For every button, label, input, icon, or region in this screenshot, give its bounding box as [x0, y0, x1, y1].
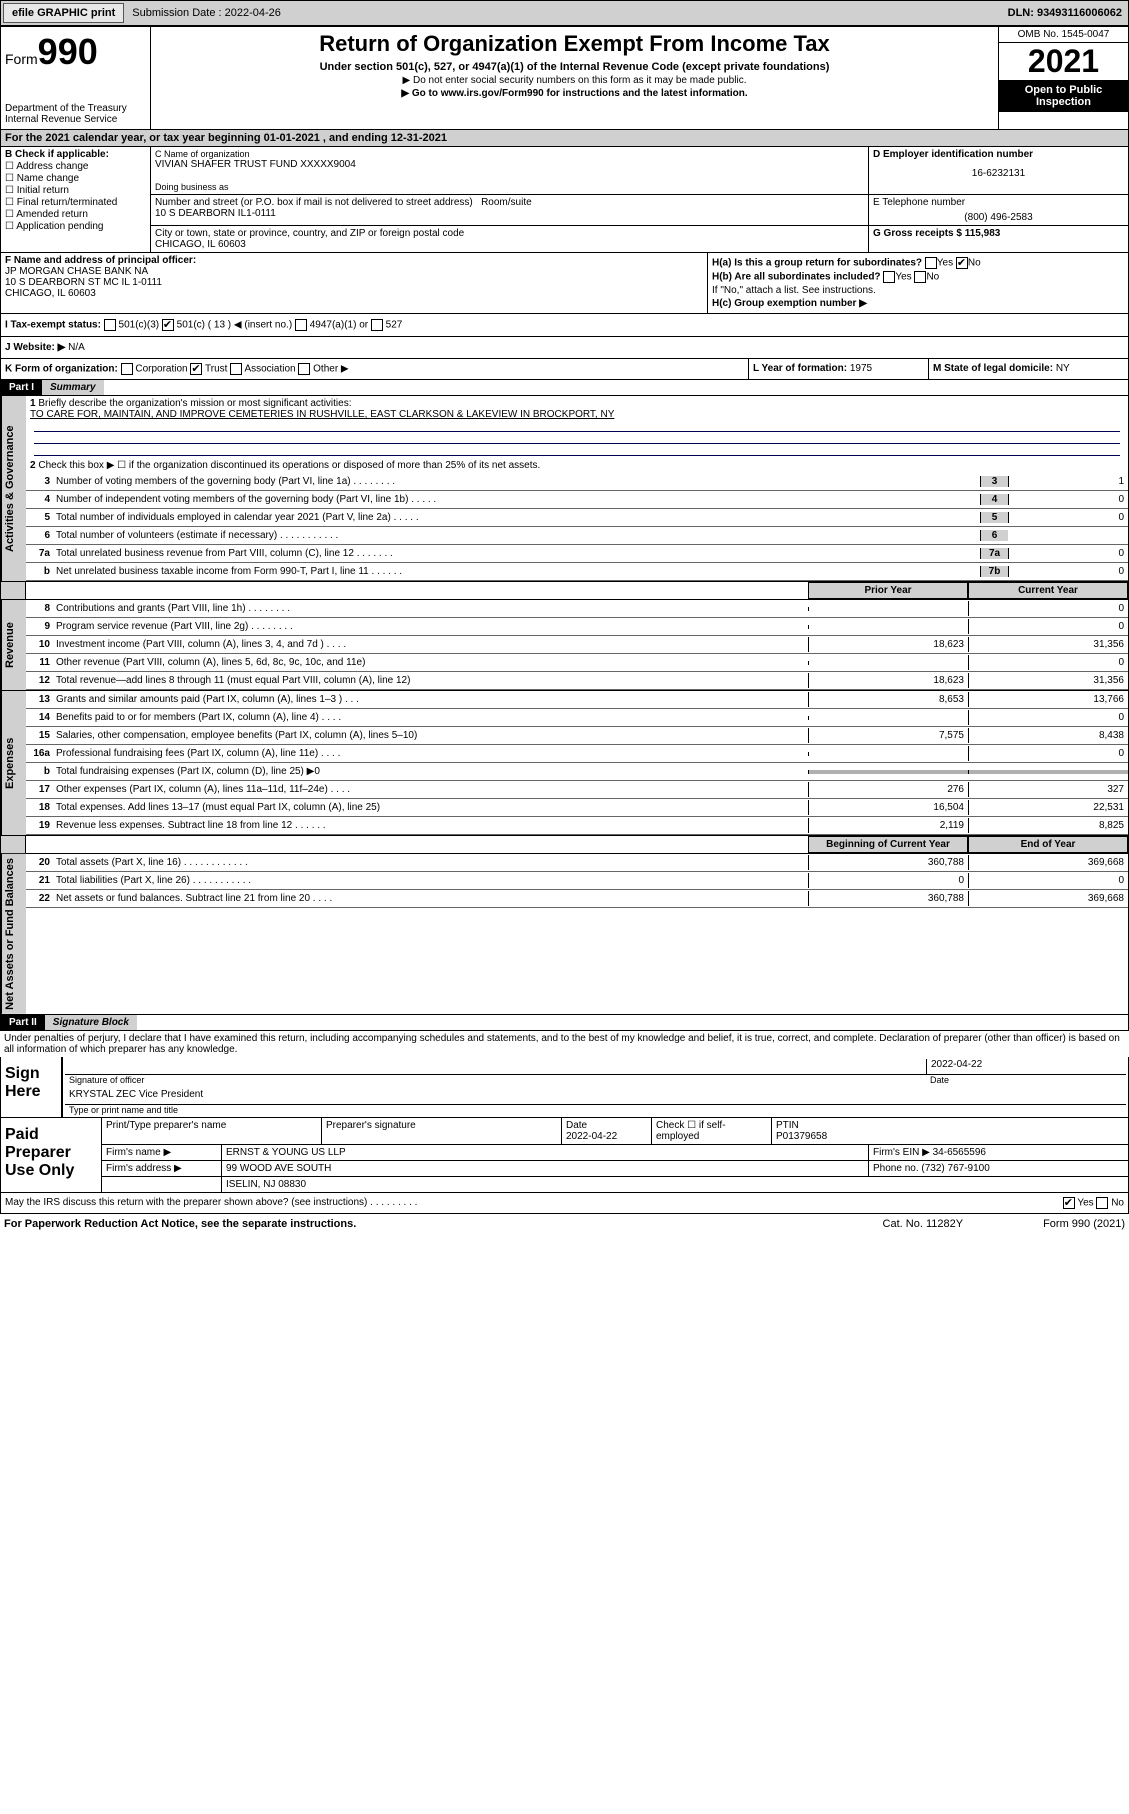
part1-governance: Activities & Governance 1 Briefly descri…: [0, 396, 1129, 582]
sections-fh: F Name and address of principal officer:…: [0, 253, 1129, 314]
data-line: 8Contributions and grants (Part VIII, li…: [26, 600, 1128, 618]
section-j: J Website: ▶ N/A: [0, 337, 1129, 359]
data-line: 10Investment income (Part VIII, column (…: [26, 636, 1128, 654]
part2-header: Part IISignature Block: [0, 1015, 1129, 1031]
form-header: Form990 Department of the Treasury Inter…: [0, 26, 1129, 130]
data-line: 21Total liabilities (Part X, line 26) . …: [26, 872, 1128, 890]
city-block: City or town, state or province, country…: [151, 226, 868, 252]
sections-klm: K Form of organization: Corporation Trus…: [0, 359, 1129, 380]
vtab-revenue: Revenue: [1, 600, 26, 690]
street-block: Number and street (or P.O. box if mail i…: [151, 195, 868, 225]
part1-revenue: Revenue 8Contributions and grants (Part …: [0, 600, 1129, 691]
part1-netassets: Net Assets or Fund Balances 20Total asse…: [0, 854, 1129, 1015]
data-line: 19Revenue less expenses. Subtract line 1…: [26, 817, 1128, 835]
footer: For Paperwork Reduction Act Notice, see …: [0, 1214, 1129, 1234]
data-line: 22Net assets or fund balances. Subtract …: [26, 890, 1128, 908]
data-line: 11Other revenue (Part VIII, column (A), …: [26, 654, 1128, 672]
sign-here: Sign Here 2022-04-22 Signature of office…: [0, 1057, 1129, 1118]
part1-net-headers: Beginning of Current Year End of Year: [0, 836, 1129, 854]
topbar: efile GRAPHIC print Submission Date : 20…: [0, 0, 1129, 26]
inspection-label: Open to Public Inspection: [999, 80, 1128, 112]
tel-block: E Telephone number (800) 496-2583: [868, 195, 1128, 225]
data-line: 12Total revenue—add lines 8 through 11 (…: [26, 672, 1128, 690]
gross-receipts: G Gross receipts $ 115,983: [868, 226, 1128, 252]
form-sub2: ▶ Do not enter social security numbers o…: [155, 75, 994, 86]
submission-date: Submission Date : 2022-04-26: [126, 4, 287, 22]
vtab-expenses: Expenses: [1, 691, 26, 835]
section-f: F Name and address of principal officer:…: [1, 253, 708, 313]
efile-btn[interactable]: efile GRAPHIC print: [3, 3, 124, 23]
section-a: For the 2021 calendar year, or tax year …: [0, 130, 1129, 147]
form-number: Form990: [5, 31, 146, 73]
data-line: 20Total assets (Part X, line 16) . . . .…: [26, 854, 1128, 872]
gov-line: 3Number of voting members of the governi…: [26, 473, 1128, 491]
dln: DLN: 93493116006062: [1002, 4, 1128, 22]
gov-line: bNet unrelated business taxable income f…: [26, 563, 1128, 581]
omb: OMB No. 1545-0047: [999, 27, 1128, 43]
section-k: K Form of organization: Corporation Trus…: [1, 359, 748, 379]
form-title: Return of Organization Exempt From Incom…: [155, 31, 994, 57]
part1-expenses: Expenses 13Grants and similar amounts pa…: [0, 691, 1129, 836]
section-m: M State of legal domicile: NY: [928, 359, 1128, 379]
vtab-governance: Activities & Governance: [1, 396, 26, 581]
vtab-netassets: Net Assets or Fund Balances: [1, 854, 26, 1014]
data-line: 17Other expenses (Part IX, column (A), l…: [26, 781, 1128, 799]
data-line: 15Salaries, other compensation, employee…: [26, 727, 1128, 745]
paid-preparer: Paid Preparer Use Only Print/Type prepar…: [0, 1118, 1129, 1193]
section-i: I Tax-exempt status: 501(c)(3) 501(c) ( …: [0, 314, 1129, 337]
gov-line: 4Number of independent voting members of…: [26, 491, 1128, 509]
section-l: L Year of formation: 1975: [748, 359, 928, 379]
gov-line: 6Total number of volunteers (estimate if…: [26, 527, 1128, 545]
part1-col-headers: Prior Year Current Year: [0, 582, 1129, 600]
section-b: B Check if applicable: ☐ Address change …: [1, 147, 151, 252]
gov-line: 7aTotal unrelated business revenue from …: [26, 545, 1128, 563]
data-line: 9Program service revenue (Part VIII, lin…: [26, 618, 1128, 636]
form-sub3: ▶ Go to www.irs.gov/Form990 for instruct…: [155, 88, 994, 99]
form-sub1: Under section 501(c), 527, or 4947(a)(1)…: [155, 61, 994, 73]
declaration: Under penalties of perjury, I declare th…: [0, 1031, 1129, 1057]
data-line: 14Benefits paid to or for members (Part …: [26, 709, 1128, 727]
data-line: bTotal fundraising expenses (Part IX, co…: [26, 763, 1128, 781]
dept-label: Department of the Treasury Internal Reve…: [5, 103, 146, 125]
data-line: 13Grants and similar amounts paid (Part …: [26, 691, 1128, 709]
tax-year: 2021: [999, 43, 1128, 80]
org-name-block: C Name of organization VIVIAN SHAFER TRU…: [151, 147, 868, 194]
ein-block: D Employer identification number 16-6232…: [868, 147, 1128, 194]
part1-header: Part ISummary: [0, 380, 1129, 396]
discuss-row: May the IRS discuss this return with the…: [0, 1193, 1129, 1214]
data-line: 18Total expenses. Add lines 13–17 (must …: [26, 799, 1128, 817]
sections-bcdefg: B Check if applicable: ☐ Address change …: [0, 147, 1129, 253]
section-h: H(a) Is this a group return for subordin…: [708, 253, 1128, 313]
gov-line: 5Total number of individuals employed in…: [26, 509, 1128, 527]
data-line: 16aProfessional fundraising fees (Part I…: [26, 745, 1128, 763]
